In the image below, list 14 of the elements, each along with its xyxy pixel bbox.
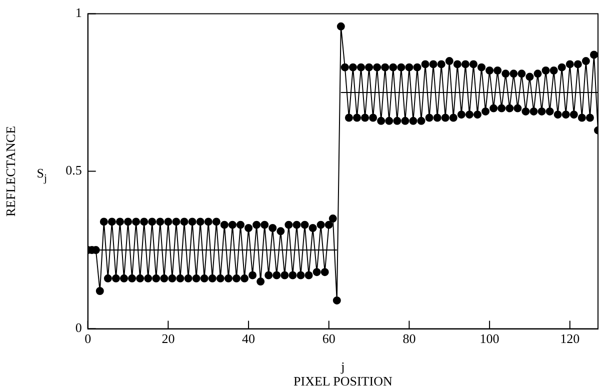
y-tick-label: 0	[75, 320, 82, 336]
x-tick-label: 120	[560, 331, 580, 346]
x-tick-label: 40	[242, 331, 256, 346]
text: S$_{j}$	[36, 166, 47, 185]
x-tick-label: 100	[480, 331, 500, 346]
x-tick-label: 20	[162, 331, 175, 346]
x-tick-label: 0	[84, 331, 92, 346]
y-tick-label: 1	[75, 5, 82, 20]
y-axis-title: REFLECTANCE	[3, 126, 18, 217]
x-axis-title: PIXEL POSITION	[294, 374, 393, 389]
y-tick-label: 0.5	[66, 162, 82, 178]
x-tick-label: 60	[322, 331, 336, 346]
x-tick-label: 80	[402, 331, 416, 346]
text: j	[341, 358, 345, 375]
